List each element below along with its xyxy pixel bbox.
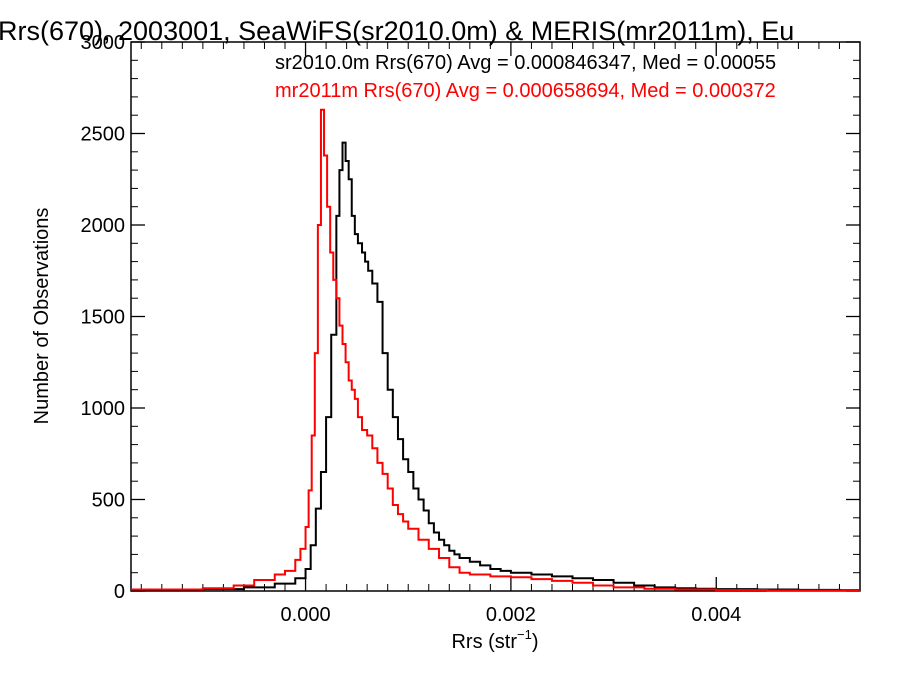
chart-title: Rrs(670), 2003001, SeaWiFS(sr2010.0m) & … xyxy=(0,16,794,46)
series-mr2011-line xyxy=(131,108,860,592)
x-axis-label-close: ) xyxy=(532,631,539,653)
x-axis-label-main: Rrs (str xyxy=(451,631,517,653)
plot-frame xyxy=(130,41,861,592)
y-tick-label: 1500 xyxy=(81,307,126,329)
axis-ticks: 0 500 1000 1500 2000 2500 3000 0.000 0.002 0.004 xyxy=(81,32,861,626)
series-sr2010-line xyxy=(131,141,860,592)
x-tick-label: 0.000 xyxy=(281,604,331,626)
x-tick-label: 0.002 xyxy=(486,604,536,626)
legend-annotations: sr2010.0m Rrs(670) Avg = 0.000846347, Me… xyxy=(275,52,776,102)
y-tick-label: 2500 xyxy=(81,124,126,146)
y-tick-label: 0 xyxy=(114,581,125,603)
x-axis-label: Rrs (str−1) xyxy=(451,627,538,653)
y-tick-label: 2000 xyxy=(81,215,126,237)
y-tick-label: 1000 xyxy=(81,398,126,420)
x-axis-label-superscript: −1 xyxy=(517,627,532,642)
y-tick-label: 500 xyxy=(92,490,125,512)
histogram-series xyxy=(131,108,860,592)
y-axis-label: Number of Observations xyxy=(31,208,53,425)
y-tick-label: 3000 xyxy=(81,32,126,54)
x-tick-label: 0.004 xyxy=(691,604,741,626)
annotation-sr2010-stats: sr2010.0m Rrs(670) Avg = 0.000846347, Me… xyxy=(275,52,776,74)
annotation-mr2011-stats: mr2011m Rrs(670) Avg = 0.000658694, Med … xyxy=(275,80,776,102)
